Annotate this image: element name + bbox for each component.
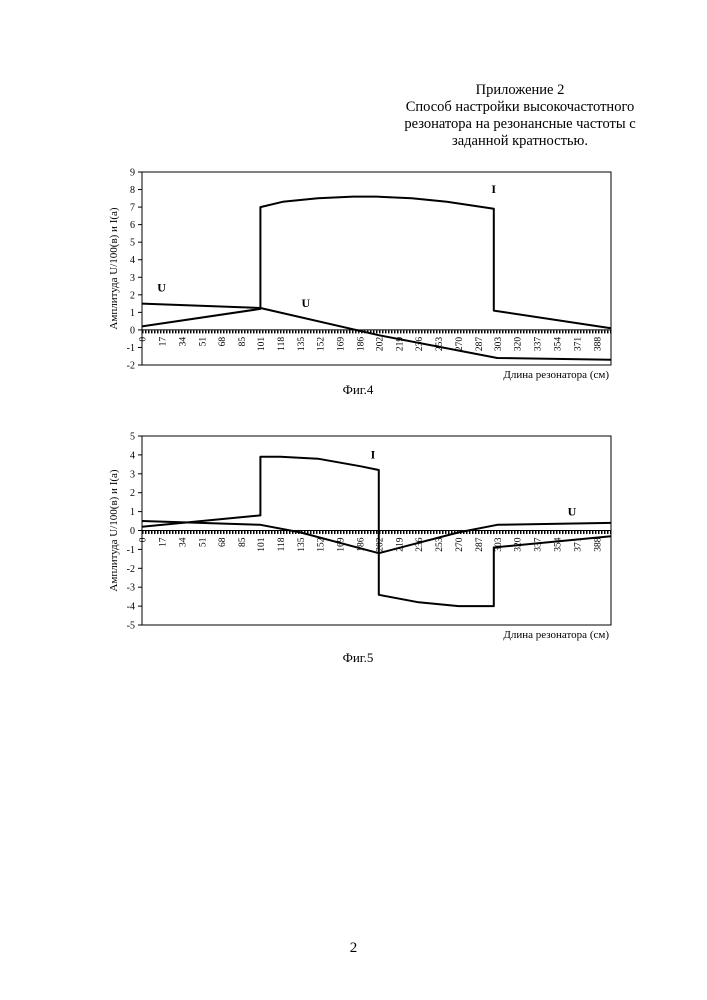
y-tick-label: 5: [130, 238, 135, 249]
x-tick-label: 371: [573, 337, 583, 352]
x-tick-label: 320: [514, 337, 524, 352]
x-tick-label: 118: [277, 537, 287, 551]
x-tick-label: 0: [139, 537, 149, 542]
x-tick-label: 101: [257, 337, 267, 352]
y-tick-label: 4: [130, 450, 135, 461]
header-line: резонатора на резонансные частоты с: [380, 116, 660, 133]
figure-caption: Фиг.5: [343, 650, 374, 665]
y-tick-label: -5: [127, 621, 135, 632]
figure-4-chart: -2-1012345678901734516885101118135152169…: [0, 160, 707, 410]
x-tick-label: 152: [317, 337, 327, 352]
x-tick-label: 253: [435, 537, 445, 552]
x-tick-label: 202: [375, 537, 385, 552]
x-tick-label: 68: [218, 537, 228, 547]
x-tick-label: 101: [257, 537, 267, 552]
x-tick-label: 17: [158, 337, 168, 347]
x-tick-label: 388: [593, 337, 603, 352]
x-tick-label: 270: [455, 337, 465, 352]
x-tick-label: 51: [198, 537, 208, 547]
x-tick-label: 169: [337, 337, 347, 352]
x-tick-label: 388: [593, 537, 603, 552]
x-tick-label: 34: [178, 537, 188, 547]
x-tick-label: 85: [238, 537, 248, 547]
y-tick-label: -3: [127, 583, 135, 594]
y-tick-label: 7: [130, 203, 135, 214]
y-tick-label: 3: [130, 469, 135, 480]
y-axis-label: Амплитуда U/100(в) и I(а): [108, 207, 120, 329]
x-axis-label: Длина резонатора (см): [503, 369, 609, 381]
series-line-i-0: [142, 197, 611, 329]
x-tick-label: 51: [198, 337, 208, 347]
x-tick-label: 219: [395, 537, 405, 552]
y-tick-label: -1: [127, 545, 135, 556]
x-tick-label: 85: [238, 337, 248, 347]
series-annotation: U: [568, 504, 577, 518]
y-tick-label: 3: [130, 273, 135, 284]
x-tick-label: 34: [178, 337, 188, 347]
figure-caption: Фиг.4: [343, 382, 374, 397]
x-tick-label: 68: [218, 337, 228, 347]
x-tick-label: 270: [455, 537, 465, 552]
x-tick-label: 287: [475, 537, 485, 552]
x-tick-label: 287: [475, 337, 485, 352]
header-line: заданной кратностью.: [380, 133, 660, 150]
y-tick-label: -2: [127, 564, 135, 575]
figure-5-chart: -5-4-3-2-1012345017345168851011181351521…: [0, 425, 707, 680]
plot-frame: [142, 172, 611, 365]
y-tick-label: 2: [130, 488, 135, 499]
y-tick-label: 6: [130, 220, 135, 231]
series-annotation: U: [301, 296, 310, 310]
x-tick-label: 118: [277, 337, 287, 351]
y-tick-label: 9: [130, 168, 135, 179]
y-tick-label: -4: [127, 602, 135, 613]
appendix-header: Приложение 2 Способ настройки высокочаст…: [380, 82, 660, 150]
header-line: Способ настройки высокочастотного: [380, 99, 660, 116]
y-tick-label: 1: [130, 308, 135, 319]
x-tick-label: 354: [554, 337, 564, 352]
x-tick-label: 303: [494, 337, 504, 352]
x-axis-label: Длина резонатора (см): [503, 629, 609, 641]
x-tick-label: 253: [435, 337, 445, 352]
y-tick-label: -2: [127, 361, 135, 372]
y-tick-label: 8: [130, 185, 135, 196]
x-tick-label: 17: [158, 537, 168, 547]
y-tick-label: 2: [130, 290, 135, 301]
x-tick-label: 135: [297, 337, 307, 352]
x-tick-label: 186: [357, 337, 367, 352]
x-tick-label: 303: [494, 537, 504, 552]
y-tick-label: 1: [130, 507, 135, 518]
y-axis-label: Амплитуда U/100(в) и I(а): [108, 469, 120, 591]
series-annotation: I: [491, 182, 496, 196]
x-tick-label: 0: [139, 337, 149, 342]
y-tick-label: 5: [130, 432, 135, 443]
x-tick-label: 337: [534, 337, 544, 352]
x-tick-label: 236: [415, 537, 425, 552]
page-number: 2: [0, 940, 707, 957]
y-tick-label: 0: [130, 526, 135, 537]
x-tick-label: 354: [554, 537, 564, 552]
series-annotation: I: [371, 448, 376, 462]
x-tick-label: 202: [375, 337, 385, 352]
y-tick-label: 4: [130, 255, 135, 266]
y-tick-label: -1: [127, 343, 135, 354]
series-annotation: U: [157, 280, 166, 294]
header-line: Приложение 2: [380, 82, 660, 99]
x-tick-label: 135: [297, 537, 307, 552]
y-tick-label: 0: [130, 325, 135, 336]
